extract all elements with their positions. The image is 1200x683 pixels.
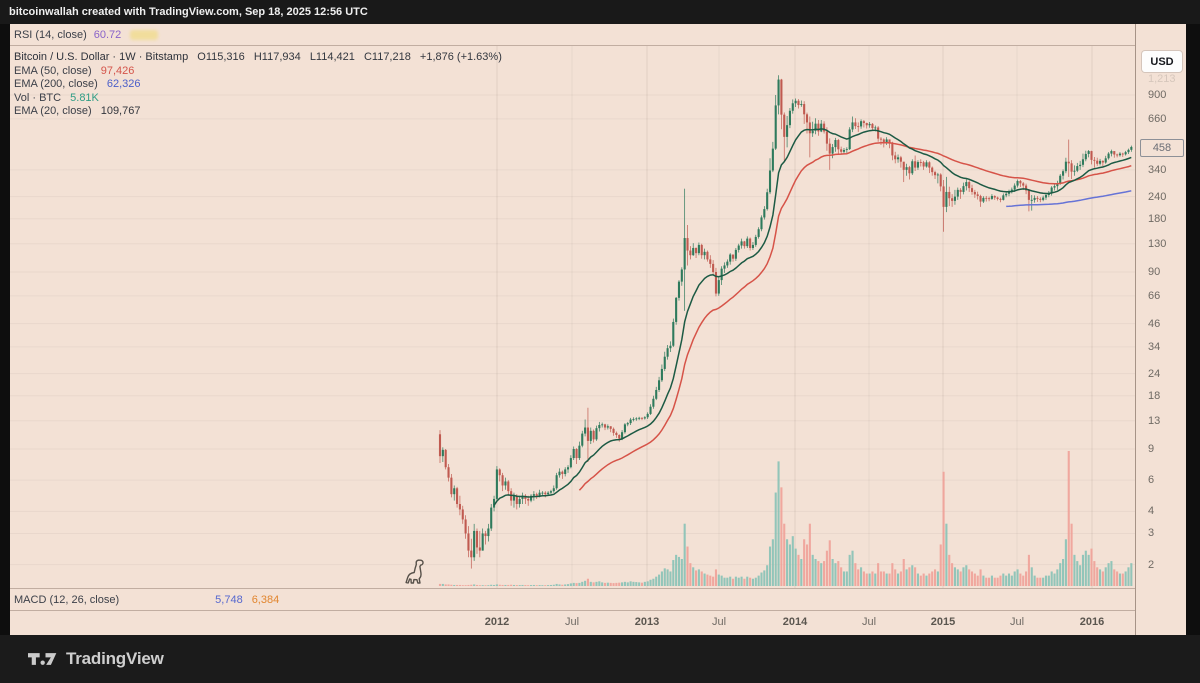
price-tick-label: 46 [1148,317,1161,330]
faded-top-tick: 1,213 [1148,73,1176,85]
price-tick-label: 66 [1148,289,1161,302]
price-tick-label: 18 [1148,389,1161,402]
attribution-text: bitcoinwallah created with TradingView.c… [9,6,368,18]
rsi-pane[interactable]: RSI (14, close) 60.72 [10,24,1135,46]
time-tick-label: Jul [564,616,580,628]
price-tick-label: 24 [1148,367,1161,380]
price-tick-label: 34 [1148,340,1161,353]
price-tick-label: 9 [1148,443,1155,455]
time-tick-label: 2012 [484,616,510,628]
high-value: H117,934 [253,51,301,63]
price-tick-label: 130 [1148,237,1167,250]
indicator-row-volume[interactable]: Vol · BTC 5.81K [14,91,99,104]
candlestick-chart[interactable] [10,46,1135,588]
currency-button[interactable]: USD [1142,51,1182,72]
dinosaur-icon [405,559,424,584]
brand-bar: TradingView [0,635,1200,683]
price-tick-label: 4 [1148,505,1155,518]
ohlc-values: O115,316 H117,934 L114,421 C117,218 +1,8… [191,51,502,63]
symbol-row[interactable]: Bitcoin / U.S. Dollar · 1W · Bitstamp O1… [14,51,502,65]
indicator-row-ema200[interactable]: EMA (200, close) 62,326 [14,78,141,90]
time-tick-label: Jul [711,616,727,628]
indicator-row-ema20[interactable]: EMA (20, close) 109,767 [14,105,141,117]
rsi-value: 60.72 [93,28,122,41]
time-tick-label: 2015 [930,616,956,628]
symbol-title[interactable]: Bitcoin / U.S. Dollar · 1W · Bitstamp [14,51,189,63]
price-tick-label: 240 [1148,190,1167,203]
time-axis[interactable]: 2012 Jul 2013 Jul 2014 Jul 2015 Jul 2016 [10,612,1135,635]
low-value: L114,421 [309,51,355,63]
chart-legend: Bitcoin / U.S. Dollar · 1W · Bitstamp O1… [14,51,502,119]
price-tick-label: 13 [1148,414,1161,427]
price-tick-label: 90 [1148,266,1161,278]
time-tick-label: 2013 [634,616,660,628]
time-tick-label: Jul [1009,616,1025,628]
price-tick-label: 6 [1148,474,1155,487]
tradingview-logo-icon[interactable] [28,649,58,669]
price-tick-label: 3 [1148,527,1155,540]
price-tick-label: 340 [1148,163,1167,176]
price-tick-label: 660 [1148,112,1167,125]
time-tick-label: Jul [861,616,877,628]
macd-value-1: 5,748 [215,593,243,606]
price-tick-label: 2 [1148,558,1155,571]
indicator-row-ema50[interactable]: EMA (50, close) 97,426 [14,64,135,77]
open-value: O115,316 [197,51,245,63]
price-axis[interactable]: USD 1,213 458 900 660 340 240 180 130 90 66 46 34… [1135,24,1186,635]
time-tick-label: 2014 [782,616,808,628]
macd-value-2: 6,384 [251,593,280,606]
close-value: C117,218 [363,51,411,63]
rsi-ma-value-obscured [130,29,159,40]
price-tick-label: 180 [1148,212,1167,225]
price-chart-pane[interactable]: Bitcoin / U.S. Dollar · 1W · Bitstamp O1… [10,46,1135,588]
macd-pane[interactable]: MACD (12, 26, close) 5,748 6,384 [10,588,1135,611]
tradingview-wordmark[interactable]: TradingView [66,649,164,668]
attribution-bar: bitcoinwallah created with TradingView.c… [0,0,1200,24]
rsi-label: RSI (14, close) [14,28,87,41]
time-tick-label: 2016 [1079,616,1105,628]
macd-label: MACD (12, 26, close) [14,593,120,606]
price-tick-label: 900 [1148,89,1167,101]
last-price-badge: 458 [1140,138,1184,157]
chart-panel[interactable]: RSI (14, close) 60.72 Bitcoin / U.S. Dol… [10,24,1186,635]
change-value: +1,876 (+1.63%) [419,51,502,63]
